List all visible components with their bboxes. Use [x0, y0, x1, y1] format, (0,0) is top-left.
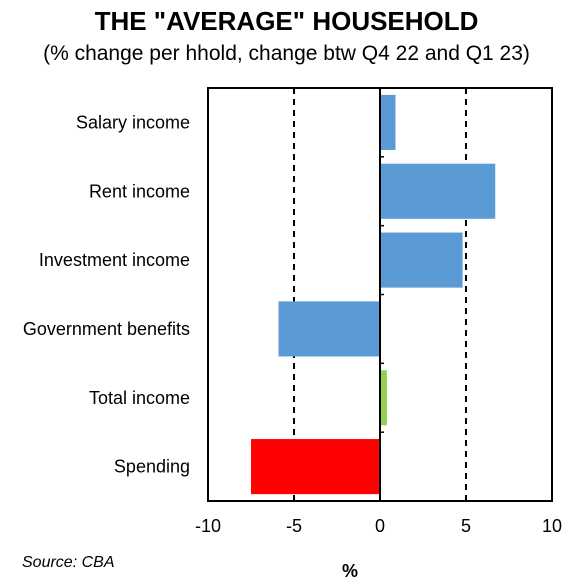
bar-5 [251, 439, 380, 495]
bar-0 [380, 94, 396, 150]
plot-frame [207, 87, 553, 502]
category-label: Total income [89, 388, 190, 408]
category-label: Investment income [39, 250, 190, 270]
category-label: Spending [114, 457, 190, 477]
category-label: Rent income [89, 181, 190, 201]
category-label: Salary income [76, 112, 190, 132]
bar-4 [380, 370, 387, 426]
x-tick-label: 0 [375, 516, 385, 536]
x-tick-label: 5 [461, 516, 471, 536]
bar-2 [380, 232, 463, 288]
bar-1 [380, 163, 496, 219]
reference-lines [293, 88, 467, 501]
x-tick-label: -5 [286, 516, 302, 536]
category-label: Government benefits [23, 319, 190, 339]
source-note: Source: CBA [22, 554, 115, 571]
chart-subtitle: (% change per hhold, change btw Q4 22 an… [43, 42, 530, 65]
bar-3 [278, 301, 380, 357]
category-labels: Salary income Rent income Investment incom… [23, 112, 190, 476]
chart-title: THE "AVERAGE" HOUSEHOLD [94, 6, 479, 36]
x-axis-label: % [342, 561, 358, 581]
bars [251, 94, 496, 495]
x-tick-label: -10 [195, 516, 221, 536]
tick-labels: -10 -5 0 5 10 [195, 516, 562, 536]
x-tick-label: 10 [542, 516, 562, 536]
